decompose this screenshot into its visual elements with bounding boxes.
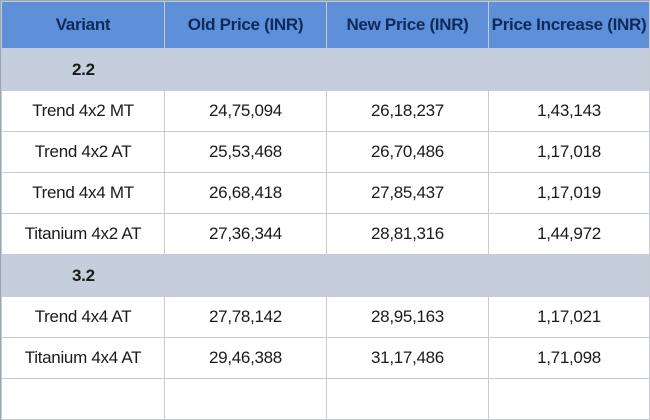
group-cell: [488, 48, 650, 91]
data-row: Trend 4x2 AT 25,53,468 26,70,486 1,17,018: [1, 131, 650, 173]
group-cell: [164, 48, 327, 91]
group-cell: [164, 254, 327, 297]
cell: Trend 4x2 AT: [1, 131, 165, 173]
data-row: Titanium 4x4 AT 29,46,388 31,17,486 1,71,09…: [1, 337, 650, 379]
cell: 27,78,142: [164, 296, 327, 338]
cell: 28,81,316: [326, 213, 489, 255]
blank-cell: [1, 378, 165, 420]
cell: Titanium 4x2 AT: [1, 213, 165, 255]
cell: 29,46,388: [164, 337, 327, 379]
group-label: 2.2: [1, 48, 165, 91]
cell: 1,17,021: [488, 296, 650, 338]
cell: Trend 4x4 MT: [1, 172, 165, 214]
column-header: Price Increase (INR): [488, 1, 650, 49]
cell: 25,53,468: [164, 131, 327, 173]
cell: 1,71,098: [488, 337, 650, 379]
column-header: Old Price (INR): [164, 1, 327, 49]
cell: 31,17,486: [326, 337, 489, 379]
group-cell: [326, 254, 489, 297]
group-label: 3.2: [1, 254, 165, 297]
blank-cell: [488, 378, 650, 420]
cell: 26,18,237: [326, 90, 489, 132]
cell: 27,36,344: [164, 213, 327, 255]
blank-cell: [164, 378, 327, 420]
column-header: Variant: [1, 1, 165, 49]
group-cell: [326, 48, 489, 91]
data-row: Trend 4x4 MT 26,68,418 27,85,437 1,17,019: [1, 172, 650, 214]
cell: Trend 4x2 MT: [1, 90, 165, 132]
cell: 1,17,018: [488, 131, 650, 173]
data-row: Trend 4x4 AT 27,78,142 28,95,163 1,17,021: [1, 296, 650, 338]
data-row: Titanium 4x2 AT 27,36,344 28,81,316 1,44,97…: [1, 213, 650, 255]
cell: 27,85,437: [326, 172, 489, 214]
group-row: 3.2: [1, 254, 650, 297]
cell: 24,75,094: [164, 90, 327, 132]
data-row: Trend 4x2 MT 24,75,094 26,18,237 1,43,143: [1, 90, 650, 132]
group-row: 2.2: [1, 48, 650, 91]
blank-row: [1, 378, 650, 420]
cell: Trend 4x4 AT: [1, 296, 165, 338]
column-header: New Price (INR): [326, 1, 489, 49]
cell: 26,68,418: [164, 172, 327, 214]
blank-cell: [326, 378, 489, 420]
cell: 1,43,143: [488, 90, 650, 132]
header-row: Variant Old Price (INR) New Price (INR) Pri…: [1, 1, 650, 49]
cell: 28,95,163: [326, 296, 489, 338]
cell: 1,17,019: [488, 172, 650, 214]
cell: Titanium 4x4 AT: [1, 337, 165, 379]
cell: 26,70,486: [326, 131, 489, 173]
cell: 1,44,972: [488, 213, 650, 255]
group-cell: [488, 254, 650, 297]
table-body: 2.2 Trend 4x2 MT 24,75,094 26,18,237 1,43,14…: [1, 48, 650, 420]
